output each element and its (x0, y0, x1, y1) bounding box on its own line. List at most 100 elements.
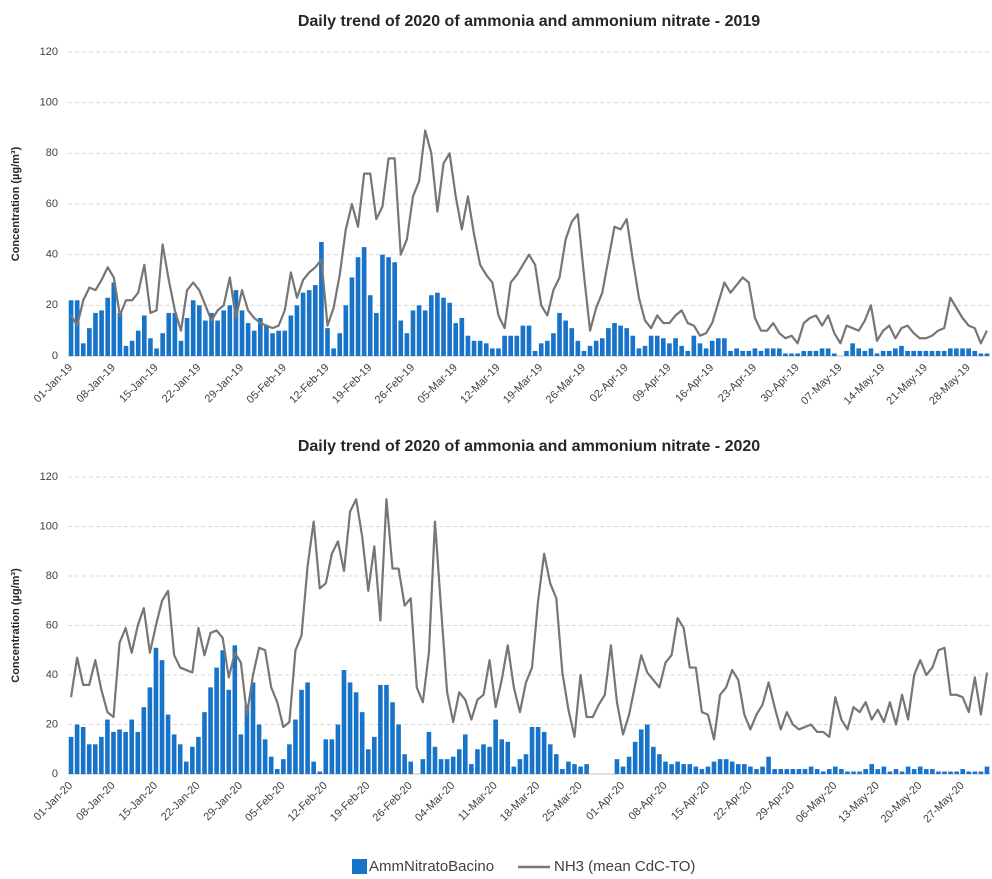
bar (404, 333, 410, 356)
bar (618, 325, 623, 356)
bar (728, 350, 733, 356)
bar (930, 769, 935, 774)
bar (924, 769, 929, 774)
bar (367, 295, 373, 356)
bar (893, 769, 899, 774)
bar (936, 771, 941, 774)
bar (160, 333, 165, 356)
bar (111, 731, 116, 774)
bar (735, 764, 741, 774)
bar (349, 277, 355, 356)
bar (438, 759, 444, 774)
bar (529, 726, 535, 774)
bar (105, 719, 110, 774)
bar (966, 771, 972, 774)
bar (661, 338, 666, 356)
bar (532, 350, 538, 356)
bar (68, 300, 74, 356)
bar (87, 328, 92, 356)
bar (862, 350, 868, 356)
bar (722, 338, 727, 356)
bar (190, 746, 195, 774)
bar (789, 353, 794, 356)
bar (245, 323, 251, 356)
bar (422, 310, 428, 356)
bar (311, 761, 316, 774)
line (70, 129, 988, 345)
bar (960, 769, 966, 774)
bar (538, 343, 544, 356)
bar (276, 330, 281, 356)
bar (880, 350, 886, 356)
bar (826, 769, 832, 774)
bar (444, 759, 450, 774)
bar (317, 771, 323, 774)
bar (365, 749, 371, 774)
bar (772, 769, 777, 774)
bar (790, 769, 796, 774)
bar (723, 759, 729, 774)
bar (929, 350, 935, 356)
bar (490, 348, 495, 356)
bar (408, 761, 414, 774)
bar (526, 325, 532, 356)
bar (142, 315, 147, 356)
bar (208, 687, 213, 774)
bar (396, 724, 401, 774)
bar (819, 348, 825, 356)
bar (299, 689, 304, 774)
bar (875, 769, 881, 774)
bar (196, 305, 202, 356)
bar (648, 335, 654, 356)
bar (715, 338, 721, 356)
bar (657, 754, 662, 774)
bar (917, 350, 923, 356)
bar (166, 312, 172, 356)
bar (917, 766, 923, 774)
bar (129, 719, 134, 774)
bar (129, 340, 135, 356)
bar (68, 736, 74, 774)
bar (748, 766, 753, 774)
bar (687, 764, 693, 774)
bar (453, 323, 459, 356)
bar (147, 687, 153, 774)
bar (135, 731, 141, 774)
bar (874, 353, 880, 356)
bar (850, 343, 855, 356)
bar (428, 295, 434, 356)
bar (402, 754, 407, 774)
y-tick-label: 0 (52, 768, 58, 780)
bar (553, 754, 559, 774)
bar (705, 766, 711, 774)
bar (845, 771, 850, 774)
bar (517, 759, 523, 774)
bar (566, 761, 571, 774)
bar (777, 348, 782, 356)
bar (459, 318, 465, 356)
bar (624, 328, 630, 356)
y-axis-label: Concentration (µg/m³) (10, 146, 22, 261)
bar (251, 330, 257, 356)
bar (942, 771, 947, 774)
bar (264, 325, 269, 356)
bar (844, 350, 849, 356)
bar (287, 744, 292, 774)
bar (614, 759, 620, 774)
bar (856, 348, 862, 356)
bar (807, 350, 813, 356)
bar (117, 729, 122, 774)
bar (305, 682, 310, 774)
bar (416, 305, 422, 356)
bar (335, 724, 341, 774)
bar (941, 350, 947, 356)
bar (784, 769, 790, 774)
bar (754, 769, 759, 774)
bar (390, 702, 395, 774)
bar (227, 305, 233, 356)
bar (331, 348, 336, 356)
bar (581, 350, 587, 356)
bar (541, 731, 547, 774)
bar (337, 333, 343, 356)
